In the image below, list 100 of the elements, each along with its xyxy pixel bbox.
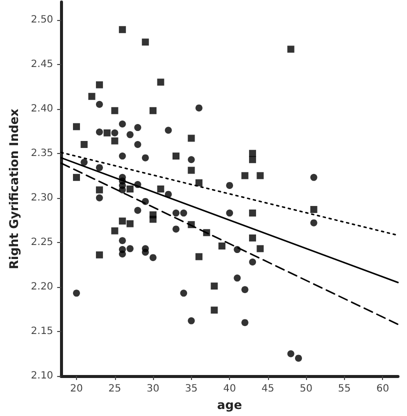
point <box>126 245 134 252</box>
y-tick-label: 2.30 <box>30 192 54 204</box>
point <box>111 137 118 144</box>
point <box>249 210 256 217</box>
point <box>164 190 172 198</box>
point <box>150 254 157 262</box>
point <box>195 179 202 186</box>
x-axis-title: age <box>217 398 242 412</box>
y-tick-label: 2.25 <box>30 236 54 248</box>
point <box>226 182 234 189</box>
point <box>134 124 142 132</box>
point <box>96 128 103 136</box>
point <box>72 174 80 181</box>
point <box>134 181 142 188</box>
point <box>72 123 80 130</box>
point <box>241 172 248 180</box>
point <box>111 129 118 136</box>
point <box>195 104 202 112</box>
point <box>134 140 142 148</box>
x-tick-label: 25 <box>108 384 122 394</box>
point <box>210 306 218 314</box>
point <box>249 258 256 266</box>
point <box>180 290 188 297</box>
point <box>118 237 126 244</box>
y-tick-label: 2.35 <box>30 148 54 159</box>
point <box>96 251 103 258</box>
point <box>104 129 111 136</box>
point <box>157 78 164 86</box>
point <box>203 229 210 236</box>
point <box>310 219 318 226</box>
y-axis-title: Right Gyrification Index <box>7 108 21 270</box>
point <box>142 38 149 46</box>
point <box>118 218 126 225</box>
point <box>241 319 248 326</box>
y-tick-label: 2.40 <box>30 103 54 114</box>
point <box>241 286 248 294</box>
point <box>134 206 142 214</box>
x-tick-label: 60 <box>376 384 390 394</box>
point <box>188 134 195 142</box>
point <box>249 156 256 164</box>
point <box>118 120 126 128</box>
point <box>142 248 149 256</box>
point <box>118 26 126 34</box>
point <box>126 186 134 192</box>
point <box>142 198 149 205</box>
point <box>180 210 188 217</box>
point <box>126 131 134 138</box>
point <box>287 350 294 358</box>
point <box>172 152 180 160</box>
point <box>188 156 195 164</box>
y-tick-label: 2.50 <box>30 14 54 26</box>
point <box>96 186 103 194</box>
point <box>294 354 302 362</box>
point <box>150 216 157 223</box>
point <box>256 245 264 252</box>
point <box>226 210 234 217</box>
point <box>118 250 126 258</box>
x-tick-label: 50 <box>300 384 313 394</box>
point <box>96 194 103 202</box>
point <box>234 274 241 282</box>
point <box>164 126 172 134</box>
point <box>210 282 218 290</box>
point <box>287 46 294 53</box>
point <box>96 164 103 172</box>
point <box>118 186 126 194</box>
point <box>256 172 264 180</box>
y-tick-label: 2.10 <box>30 370 54 382</box>
x-tick-label: 55 <box>338 384 351 394</box>
x-tick-label: 45 <box>261 384 274 394</box>
point <box>118 152 126 160</box>
point <box>172 226 180 233</box>
x-tick-label: 20 <box>70 384 83 394</box>
point <box>249 234 256 242</box>
point <box>188 166 195 174</box>
point <box>172 210 180 217</box>
point <box>310 206 318 213</box>
point <box>234 246 241 254</box>
point <box>188 221 195 228</box>
point <box>157 186 164 192</box>
point <box>96 100 103 108</box>
x-tick-label: 40 <box>223 384 236 394</box>
point <box>218 242 226 250</box>
point <box>310 174 318 181</box>
y-tick-label: 2.15 <box>30 326 54 337</box>
x-tick-label: 30 <box>146 384 160 394</box>
point <box>126 220 134 228</box>
point <box>80 140 88 148</box>
point <box>72 290 80 297</box>
point <box>96 81 103 88</box>
point <box>80 158 88 166</box>
y-tick-label: 2.20 <box>30 281 54 292</box>
point <box>188 317 195 324</box>
x-tick-label: 35 <box>184 384 198 394</box>
point <box>88 92 96 100</box>
point <box>111 227 118 234</box>
point <box>150 107 157 114</box>
point <box>195 253 202 260</box>
y-tick-label: 2.45 <box>30 58 54 70</box>
point <box>142 154 149 162</box>
point <box>111 107 118 114</box>
